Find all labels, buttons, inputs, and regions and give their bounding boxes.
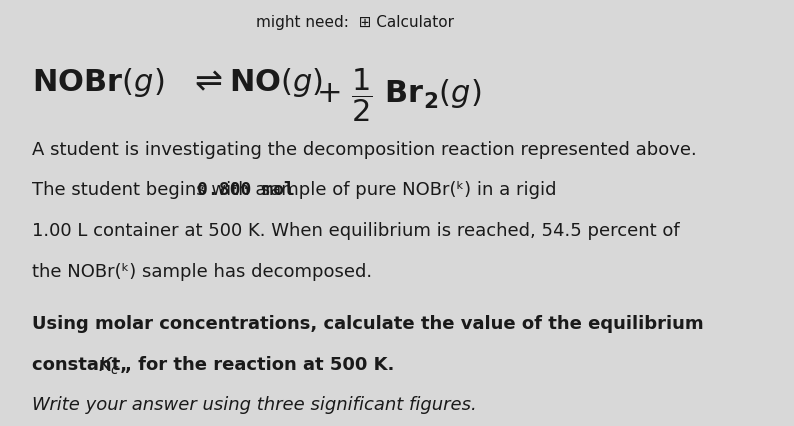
Text: the NOBr(ᵏ) sample has decomposed.: the NOBr(ᵏ) sample has decomposed. bbox=[32, 262, 372, 280]
Text: $+\ \dfrac{1}{2}\ \mathbf{Br_2}(g)$: $+\ \dfrac{1}{2}\ \mathbf{Br_2}(g)$ bbox=[316, 66, 481, 124]
Text: might need:  ⊞ Calculator: might need: ⊞ Calculator bbox=[256, 15, 454, 30]
Text: $K_c$: $K_c$ bbox=[98, 355, 120, 376]
Text: 1.00 L container at 500 K. When equilibrium is reached, 54.5 percent of: 1.00 L container at 500 K. When equilibr… bbox=[32, 222, 680, 239]
Text: Using molar concentrations, calculate the value of the equilibrium: Using molar concentrations, calculate th… bbox=[32, 314, 703, 333]
Text: $\mathbf{NOBr}$$(g)$: $\mathbf{NOBr}$$(g)$ bbox=[32, 66, 164, 99]
Text: sample of pure NOBr(ᵏ) in a rigid: sample of pure NOBr(ᵏ) in a rigid bbox=[255, 181, 557, 199]
Text: 0.800 mol: 0.800 mol bbox=[197, 181, 295, 199]
Text: $\rightleftharpoons$: $\rightleftharpoons$ bbox=[188, 66, 223, 98]
Text: A student is investigating the decomposition reaction represented above.: A student is investigating the decomposi… bbox=[32, 141, 696, 158]
Text: $\mathbf{NO}$$(g)$: $\mathbf{NO}$$(g)$ bbox=[229, 66, 322, 99]
Text: Write your answer using three significant figures.: Write your answer using three significan… bbox=[32, 395, 476, 414]
Text: , for the reaction at 500 K.: , for the reaction at 500 K. bbox=[125, 355, 395, 373]
Text: The student begins with a: The student begins with a bbox=[32, 181, 272, 199]
Text: ▶: ▶ bbox=[0, 425, 1, 426]
Text: constant,: constant, bbox=[32, 355, 133, 373]
